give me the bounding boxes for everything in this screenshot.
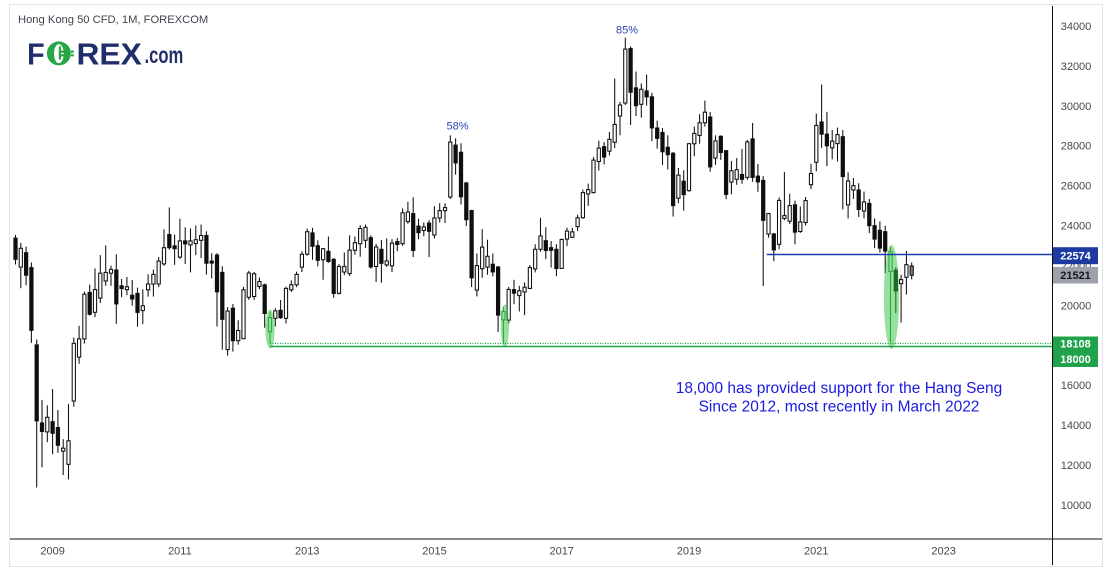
svg-text:F: F: [27, 38, 44, 72]
svg-text:Since 2012, most recently in M: Since 2012, most recently in March 2022: [699, 399, 980, 416]
svg-text:.com: .com: [145, 42, 184, 68]
svg-text:20000: 20000: [1061, 300, 1092, 312]
svg-text:2009: 2009: [40, 546, 64, 558]
svg-text:2023: 2023: [931, 546, 955, 558]
svg-text:2015: 2015: [422, 546, 446, 558]
svg-text:2021: 2021: [804, 546, 828, 558]
svg-text:2019: 2019: [677, 546, 701, 558]
svg-text:26000: 26000: [1061, 181, 1092, 193]
svg-text:18108: 18108: [1060, 338, 1091, 350]
svg-text:2017: 2017: [549, 546, 573, 558]
svg-text:Hong Kong 50 CFD, 1M, FOREXCOM: Hong Kong 50 CFD, 1M, FOREXCOM: [18, 14, 208, 26]
svg-text:85%: 85%: [616, 25, 638, 37]
svg-text:16000: 16000: [1061, 380, 1092, 392]
svg-text:28000: 28000: [1061, 141, 1092, 153]
svg-text:12000: 12000: [1061, 460, 1092, 472]
svg-text:24000: 24000: [1061, 221, 1092, 233]
svg-text:10000: 10000: [1061, 500, 1092, 512]
svg-text:REX: REX: [77, 38, 143, 72]
svg-text:22574: 22574: [1060, 251, 1091, 263]
svg-text:18000: 18000: [1060, 354, 1091, 366]
svg-text:18,000 has provided support fo: 18,000 has provided support for the Hang…: [676, 380, 1003, 397]
svg-text:32000: 32000: [1061, 61, 1092, 73]
svg-text:2011: 2011: [168, 546, 192, 558]
svg-text:14000: 14000: [1061, 420, 1092, 432]
svg-text:58%: 58%: [446, 121, 468, 133]
svg-text:34000: 34000: [1061, 21, 1092, 33]
svg-text:2013: 2013: [295, 546, 319, 558]
svg-text:30000: 30000: [1061, 101, 1092, 113]
svg-text:21521: 21521: [1060, 270, 1091, 282]
